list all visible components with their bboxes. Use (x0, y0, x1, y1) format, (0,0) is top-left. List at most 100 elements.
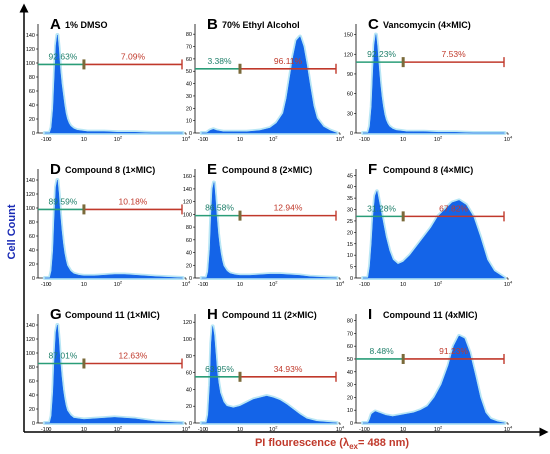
y-tick-label: 20 (186, 404, 192, 410)
y-tick-label: 25 (347, 219, 353, 225)
y-tick-label: 120 (26, 192, 35, 198)
gate-divider-marker (238, 210, 242, 221)
right-gate-percent: 96.11% (274, 56, 303, 66)
y-tick-label: 80 (29, 75, 35, 81)
right-gate-percent: 10.18% (119, 196, 148, 206)
x-tick-label: -10 (41, 282, 49, 288)
y-tick-label: 60 (29, 89, 35, 95)
y-tick-label: 0 (32, 276, 35, 282)
x-tick-label: 104 (504, 425, 513, 434)
panel-letter: D (50, 161, 61, 178)
y-tick-label: 60 (29, 379, 35, 385)
left-gate-percent: 89.59% (49, 196, 78, 206)
y-tick-label: 140 (26, 178, 35, 184)
y-tick-label: 30 (347, 111, 353, 117)
panel-title: Compound 8 (1×MIC) (65, 165, 155, 175)
left-gate-percent: 86.58% (205, 203, 234, 213)
panel-title: 70% Ethyl Alcohol (222, 20, 300, 30)
x-tick-label: 10 (400, 427, 406, 433)
y-tick-label: 120 (183, 200, 192, 206)
histogram-area (201, 326, 337, 424)
left-gate-percent: 92.63% (49, 51, 78, 61)
xlabel-prefix: PI flourescence (λ (255, 437, 349, 449)
x-tick-label: 10 (400, 137, 406, 143)
y-tick-label: 40 (186, 251, 192, 257)
x-tick-label: 102 (114, 425, 123, 434)
figure-xlabel: PI flourescence (λex= 488 nm) (255, 437, 409, 451)
x-tick-label: 10 (237, 427, 243, 433)
y-tick-label: 20 (347, 230, 353, 236)
y-tick-label: 120 (344, 52, 353, 58)
x-tick-label: 10 (400, 282, 406, 288)
histogram-area (362, 190, 506, 279)
x-tick-label: -10 (41, 137, 49, 143)
y-tick-label: 40 (29, 393, 35, 399)
gate-divider-marker (238, 63, 242, 74)
y-tick-label: 0 (189, 131, 192, 137)
x-tick-label: 102 (114, 280, 123, 289)
x-tick-label: 0 (367, 137, 370, 143)
x-tick-label: 104 (336, 425, 345, 434)
y-tick-label: 100 (183, 212, 192, 218)
panel-letter: E (207, 161, 217, 178)
y-tick-label: 50 (347, 357, 353, 363)
y-tick-label: 0 (32, 131, 35, 137)
right-gate-percent: 7.53% (442, 49, 467, 59)
x-tick-label: 104 (182, 425, 191, 434)
left-gate-percent: 3.38% (207, 56, 232, 66)
y-tick-label: 50 (186, 69, 192, 75)
y-tick-label: 10 (347, 408, 353, 414)
x-tick-label: 102 (434, 135, 443, 144)
y-tick-label: 5 (350, 265, 353, 271)
y-tick-label: 120 (26, 337, 35, 343)
x-tick-label: 10 (81, 427, 87, 433)
histogram-area (201, 182, 337, 279)
y-tick-label: 60 (186, 57, 192, 63)
y-tick-label: 20 (29, 262, 35, 268)
y-tick-label: 80 (186, 225, 192, 231)
y-tick-label: 15 (347, 242, 353, 248)
y-tick-label: 0 (350, 276, 353, 282)
panel-title: Vancomycin (4×MIC) (383, 20, 471, 30)
y-tick-label: 30 (347, 383, 353, 389)
left-gate-percent: 8.48% (370, 346, 395, 356)
xlabel-subscript: ex (349, 442, 358, 451)
gate-divider-marker (82, 358, 86, 369)
x-tick-label: 0 (205, 137, 208, 143)
x-tick-label: -10 (359, 427, 367, 433)
y-tick-label: 0 (32, 421, 35, 427)
x-tick-label: 10 (81, 282, 87, 288)
histogram-area (362, 34, 505, 134)
y-tick-label: 35 (347, 196, 353, 202)
y-tick-label: 0 (189, 276, 192, 282)
panel-letter: F (368, 161, 377, 178)
y-tick-label: 20 (29, 117, 35, 123)
x-tick-label: 104 (504, 135, 513, 144)
y-tick-label: 30 (186, 94, 192, 100)
x-tick-label: -10 (198, 282, 206, 288)
histogram-area (362, 335, 505, 424)
left-gate-percent: 87.01% (49, 351, 78, 361)
xlabel-suffix: = 488 nm) (358, 437, 409, 449)
panel-letter: I (368, 306, 372, 323)
x-tick-label: 102 (269, 135, 278, 144)
right-gate-percent: 34.93% (274, 364, 303, 374)
y-tick-label: 40 (29, 103, 35, 109)
right-gate-percent: 67.82% (439, 203, 468, 213)
right-gate-percent: 12.94% (274, 203, 303, 213)
x-tick-label: 0 (48, 282, 51, 288)
x-tick-label: 0 (205, 282, 208, 288)
x-tick-label: 104 (336, 280, 345, 289)
y-tick-label: 80 (29, 365, 35, 371)
x-tick-label: -10 (359, 282, 367, 288)
y-tick-label: 40 (347, 370, 353, 376)
x-tick-label: -10 (198, 427, 206, 433)
y-tick-label: 10 (186, 119, 192, 125)
